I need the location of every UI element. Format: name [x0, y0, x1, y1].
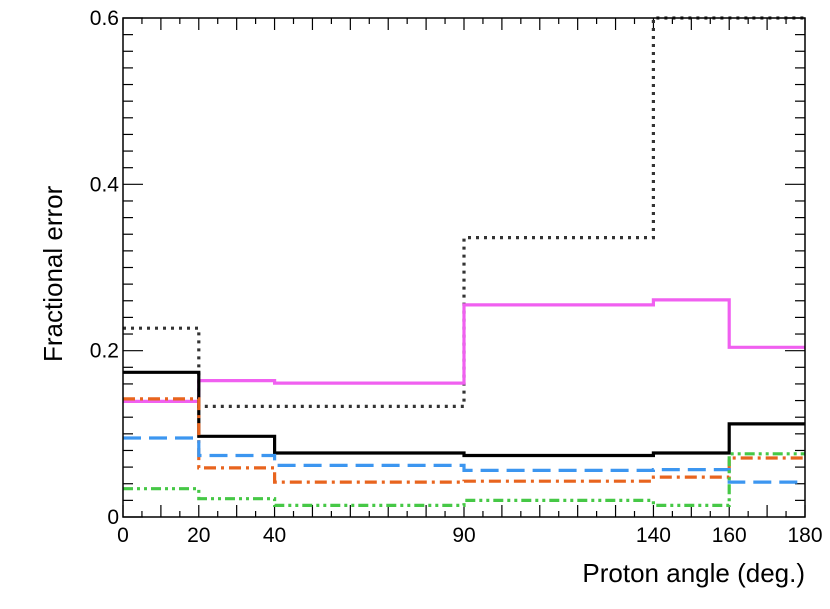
plot-frame: [122, 17, 806, 518]
x-tick-label: 160: [712, 524, 747, 547]
x-tick-label: 90: [452, 524, 475, 547]
x-axis-title: Proton angle (deg.): [582, 558, 805, 588]
y-tick-label: 0.6: [90, 7, 119, 30]
x-tick-label: 0: [117, 524, 129, 547]
y-tick-label: 0: [107, 506, 119, 529]
x-tick-label: 20: [187, 524, 210, 547]
x-tick-label: 40: [263, 524, 286, 547]
series-dash-dot-dot-green: [123, 452, 805, 507]
labels-layer: 0 20 40 90 140 160 180 0 0.2 0.4 0.6: [90, 7, 823, 547]
y-tick-label: 0.4: [90, 173, 120, 196]
series-layer: [123, 16, 805, 507]
x-tick-label: 180: [787, 524, 822, 547]
y-axis-title: Fractional error: [38, 185, 68, 362]
y-tick-label: 0.2: [90, 340, 119, 363]
x-tick-label: 140: [636, 524, 671, 547]
